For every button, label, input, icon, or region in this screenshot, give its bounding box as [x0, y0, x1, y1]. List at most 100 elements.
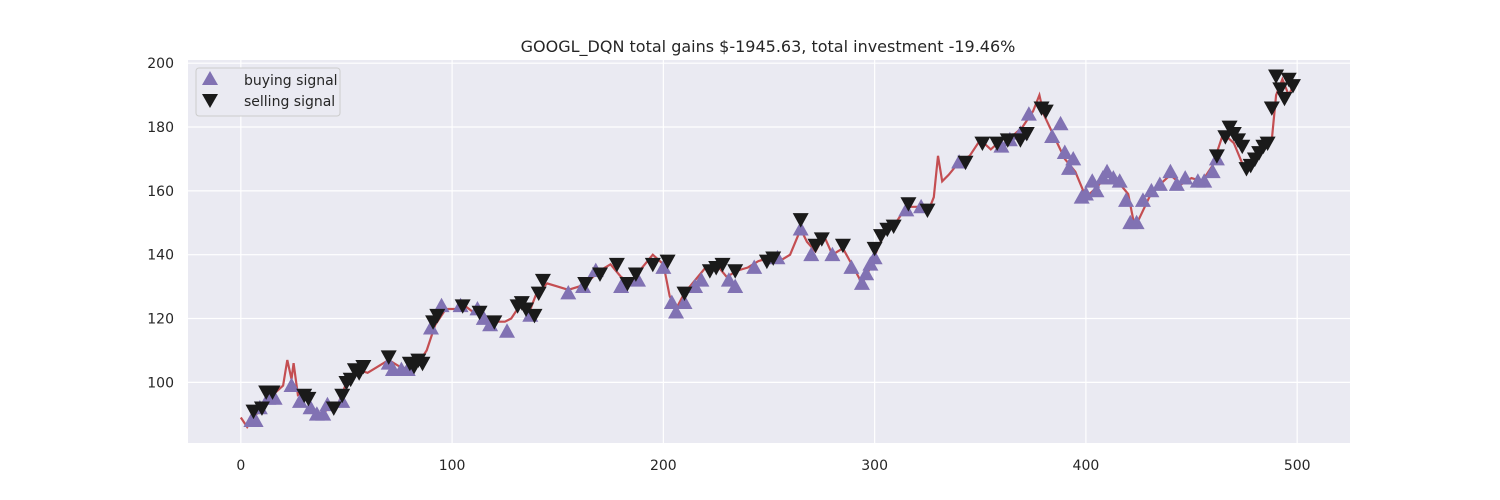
- sell-marker: [714, 257, 731, 273]
- sell-marker: [676, 286, 693, 301]
- sell-marker: [974, 136, 991, 151]
- sell-marker: [454, 299, 471, 314]
- buy-marker: [655, 259, 672, 274]
- sell-marker: [325, 401, 342, 416]
- chart-title: GOOGL_DQN total gains $-1945.63, total i…: [521, 37, 1016, 57]
- sell-marker: [414, 356, 431, 372]
- buy-marker: [1020, 106, 1037, 121]
- legend-buy-icon: [202, 71, 218, 85]
- sell-marker: [1234, 139, 1251, 155]
- buy-marker: [266, 390, 283, 405]
- buy-marker: [746, 259, 763, 274]
- x-tick-label: 300: [861, 458, 888, 474]
- buy-marker: [1056, 144, 1073, 159]
- legend-box: [195, 67, 341, 117]
- buy-marker: [803, 246, 820, 262]
- sell-marker: [999, 133, 1016, 148]
- buy-marker: [858, 265, 875, 281]
- buy-marker: [1111, 173, 1128, 188]
- buy-marker: [283, 377, 300, 392]
- x-tick-label: 400: [1073, 458, 1100, 474]
- sell-marker: [1208, 149, 1225, 164]
- sell-marker: [1263, 101, 1280, 116]
- buy-marker: [1196, 173, 1213, 188]
- sell-marker: [355, 360, 372, 375]
- sell-marker: [765, 251, 782, 266]
- sell-marker: [727, 264, 744, 279]
- sell-marker: [591, 267, 608, 282]
- buy-marker: [1128, 214, 1145, 230]
- sell-marker: [644, 257, 661, 273]
- buy-marker: [1044, 128, 1061, 143]
- buy-marker: [668, 304, 685, 319]
- buy-marker: [399, 361, 416, 376]
- x-axis-ticks: 0 100 200 300 400 500: [236, 458, 1310, 474]
- sell-marker: [957, 155, 974, 171]
- sell-marker: [834, 238, 851, 254]
- sell-marker: [1259, 136, 1276, 151]
- sell-marker: [253, 401, 270, 416]
- buy-marker: [613, 278, 630, 294]
- buy-marker: [843, 259, 860, 274]
- buy-marker: [1088, 182, 1105, 198]
- sell-marker: [885, 219, 902, 234]
- sell-markers: [245, 69, 1301, 420]
- buy-marker: [499, 323, 516, 338]
- buy-marker: [1061, 160, 1078, 175]
- sell-marker: [608, 257, 625, 273]
- buy-marker: [291, 393, 308, 408]
- sell-marker: [380, 350, 397, 365]
- legend: buying signal selling signal: [195, 67, 341, 117]
- buy-marker: [433, 297, 450, 313]
- sell-marker: [627, 267, 644, 282]
- legend-sell-icon: [202, 94, 218, 108]
- sell-marker: [792, 213, 809, 228]
- sell-marker: [866, 241, 883, 257]
- x-tick-label: 0: [236, 458, 245, 474]
- buy-marker: [630, 272, 647, 287]
- buy-marker: [315, 406, 332, 421]
- sell-marker: [659, 254, 676, 270]
- sell-marker: [900, 197, 917, 212]
- sell-marker: [989, 136, 1006, 151]
- buy-marker: [1118, 192, 1135, 207]
- x-tick-label: 100: [439, 458, 466, 474]
- sell-marker: [429, 308, 446, 324]
- sell-marker: [526, 308, 543, 324]
- buy-marker: [1151, 176, 1168, 191]
- buy-marker: [693, 272, 710, 287]
- legend-sell-label: selling signal: [244, 94, 335, 110]
- y-tick-label: 100: [147, 375, 174, 391]
- sell-marker: [919, 203, 936, 219]
- buy-marker: [853, 275, 870, 290]
- y-tick-label: 200: [147, 56, 174, 72]
- sell-marker: [1268, 69, 1285, 84]
- buy-marker: [1177, 170, 1194, 185]
- buy-marker: [1168, 176, 1185, 191]
- buy-marker: [1204, 163, 1221, 179]
- y-tick-label: 120: [147, 312, 174, 328]
- buy-marker: [676, 294, 693, 309]
- x-tick-label: 200: [650, 458, 677, 474]
- buy-marker: [1052, 115, 1069, 131]
- buy-marker: [1143, 182, 1160, 198]
- sell-marker: [518, 302, 535, 317]
- buy-marker: [792, 221, 809, 236]
- x-tick-label: 500: [1284, 458, 1311, 474]
- buy-marker: [824, 246, 841, 262]
- buy-marker: [898, 202, 915, 217]
- buy-marker: [1162, 163, 1179, 179]
- sell-marker: [813, 232, 830, 247]
- legend-buy-label: buying signal: [244, 73, 338, 89]
- sell-marker: [334, 388, 351, 404]
- sell-marker: [1272, 82, 1289, 97]
- sell-marker: [1284, 79, 1301, 94]
- sell-marker: [577, 277, 594, 292]
- y-tick-label: 140: [147, 248, 174, 264]
- y-axis-ticks: 100 120 140 160 180 200: [147, 56, 174, 391]
- sell-marker: [486, 315, 503, 330]
- y-tick-label: 180: [147, 120, 174, 136]
- sell-marker: [264, 385, 281, 400]
- y-tick-label: 160: [147, 184, 174, 200]
- sell-marker: [534, 273, 551, 289]
